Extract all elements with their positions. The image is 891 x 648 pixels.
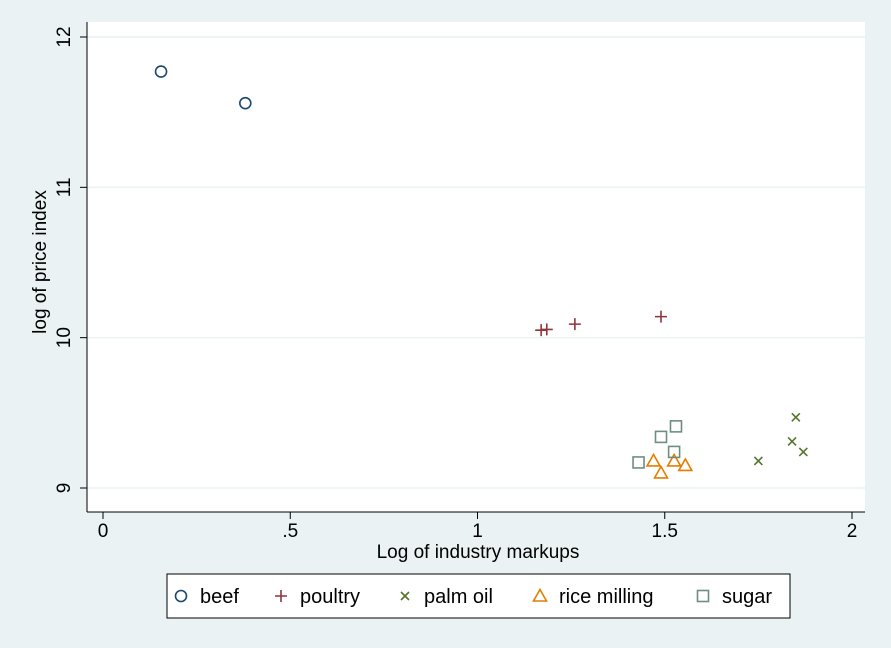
point-beef — [154, 65, 168, 78]
x-tick-label: 2 — [847, 521, 858, 542]
x-tick-label: .5 — [282, 521, 298, 542]
legend-marker-beef — [174, 589, 188, 603]
point-sugar — [669, 420, 683, 433]
legend-label-beef: beef — [200, 586, 239, 608]
legend-marker-palm-oil — [400, 591, 410, 601]
legend-label-palm-oil: palm oil — [424, 586, 493, 608]
legend-label-rice-milling: rice milling — [559, 586, 653, 608]
point-beef — [239, 96, 252, 110]
plot-area — [87, 22, 865, 512]
x-tick-label: 0 — [98, 521, 109, 542]
point-palm-oil — [753, 456, 763, 466]
axes — [86, 22, 865, 513]
legend-marker-poultry — [275, 590, 287, 602]
data-points — [154, 65, 808, 479]
point-poultry — [568, 318, 581, 331]
x-axis-ticks: 0 .5 1 1.5 2 — [98, 512, 858, 542]
point-palm-oil — [798, 447, 808, 457]
y-tick-label: 11 — [54, 177, 75, 197]
legend-marker-sugar — [696, 589, 710, 603]
x-tick-label: 1 — [472, 521, 483, 542]
point-sugar — [654, 430, 668, 444]
y-tick-label: 10 — [54, 327, 75, 348]
point-rice-milling — [677, 457, 694, 472]
point-rice-milling — [653, 464, 669, 479]
point-palm-oil — [787, 436, 797, 446]
y-axis-ticks: 9 10 11 12 — [54, 26, 87, 493]
legend-box — [166, 573, 791, 619]
y-tick-label: 9 — [54, 483, 75, 494]
x-axis-title: Log of industry markups — [377, 542, 580, 563]
legend: beef poultry palm oil rice milling sugar — [166, 573, 791, 619]
point-poultry — [540, 323, 553, 336]
legend-marker-rice-milling — [532, 587, 548, 602]
point-sugar — [667, 445, 681, 459]
point-poultry — [655, 310, 668, 323]
x-tick-label: 1.5 — [652, 521, 678, 542]
point-rice-milling — [666, 452, 682, 467]
point-palm-oil — [791, 412, 801, 422]
gridlines — [87, 36, 865, 489]
legend-label-poultry: poultry — [300, 586, 360, 608]
legend-label-sugar: sugar — [722, 586, 772, 608]
y-axis-title: log of price index — [30, 190, 51, 334]
point-sugar — [632, 456, 645, 469]
point-rice-milling — [645, 452, 662, 467]
y-tick-label: 12 — [54, 26, 75, 47]
